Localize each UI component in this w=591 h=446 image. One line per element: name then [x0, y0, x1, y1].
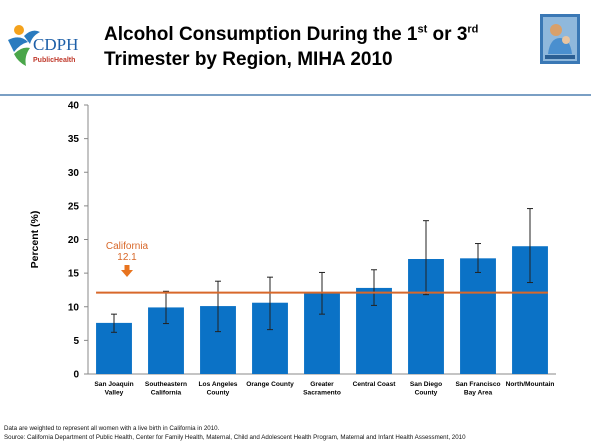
- x-tick-label: County: [415, 390, 438, 397]
- y-tick-label: 5: [73, 336, 79, 347]
- x-tick-label: County: [207, 390, 230, 397]
- reference-label: California: [106, 241, 149, 252]
- y-tick-label: 0: [73, 370, 79, 381]
- x-tick-label: Sacramento: [303, 390, 341, 397]
- cdph-logo-text: CDPH: [33, 35, 78, 54]
- header-divider: [0, 94, 591, 96]
- footnote-source: Source: California Department of Public …: [4, 434, 466, 441]
- y-tick-label: 25: [68, 201, 80, 212]
- public-health-logo-text: PublicHealth: [33, 57, 75, 64]
- x-tick-label: Bay Area: [464, 390, 493, 397]
- y-tick-label: 20: [68, 235, 80, 246]
- bar-chart: 0 5 10 15 20 25 30 35 40 Percent (%) San Joaquin Va…: [29, 101, 556, 397]
- y-axis-title: Percent (%): [29, 211, 41, 269]
- x-tick-label: San Francisco: [455, 381, 500, 388]
- bar: [460, 258, 496, 374]
- x-tick-label: Los Angeles: [199, 381, 238, 388]
- y-tick-label: 30: [68, 168, 80, 179]
- x-tick-label: Central Coast: [353, 381, 397, 388]
- x-tick-label: Greater: [310, 381, 334, 388]
- y-tick-label: 35: [68, 134, 80, 145]
- x-tick-label: Valley: [105, 390, 124, 397]
- x-tick-label: San Joaquin: [94, 381, 133, 388]
- x-tick-label: North/Mountain: [506, 381, 555, 388]
- x-tick-label: San Diego: [410, 381, 442, 388]
- footnote-weighting: Data are weighted to represent all women…: [4, 425, 220, 432]
- miha-logo: [540, 14, 580, 64]
- y-tick-label: 10: [68, 302, 80, 313]
- cdph-logo: CDPH PublicHealth: [6, 18, 86, 80]
- page-title: Alcohol Consumption During the 1st or 3r…: [104, 23, 479, 70]
- y-tick-label: 15: [68, 269, 80, 280]
- reference-value-label: 12.1: [117, 252, 137, 263]
- x-tick-label: Orange County: [246, 381, 294, 388]
- y-tick-label: 40: [68, 101, 80, 112]
- reference-arrow-icon: [121, 265, 133, 277]
- x-tick-label: Southeastern: [145, 381, 187, 388]
- x-tick-label: California: [151, 390, 182, 397]
